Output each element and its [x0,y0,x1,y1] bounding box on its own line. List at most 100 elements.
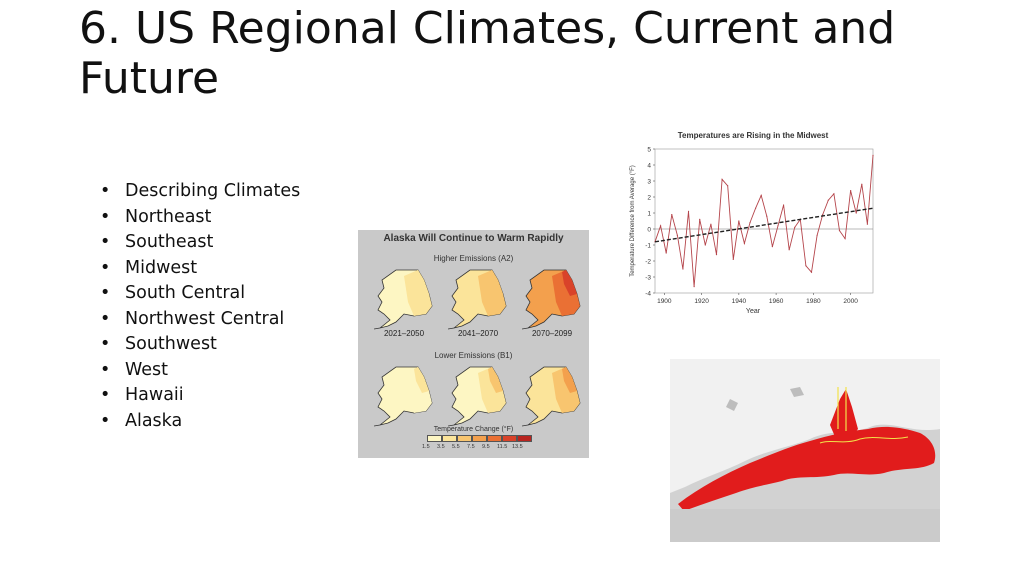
lower-emissions-label: Lower Emissions (B1) [434,351,513,360]
trend-line [654,207,874,243]
inland-markings [726,387,804,411]
topic-label: Northeast [125,206,212,227]
data-point [749,222,751,224]
data-point [682,268,684,270]
legend-swatch [442,435,457,442]
x-tick-label: 2000 [843,298,858,305]
x-tick-label: 1920 [694,298,709,305]
alaska-map [448,269,507,330]
topic-label: Southwest [125,334,217,354]
topic-item: • South Central [100,281,300,307]
temperature-series-line [654,155,874,287]
data-point [704,244,706,246]
higher-emissions-label: Higher Emissions (A2) [433,254,514,263]
topic-item: • Midwest [100,256,300,282]
data-point [872,154,874,156]
bullet-dot-icon: • [100,181,111,201]
legend-tick-label: 3.5 [437,444,445,450]
data-point [699,218,701,220]
data-point [805,265,807,267]
bullet-dot-icon: • [100,232,111,252]
topic-label: Alaska [125,410,183,431]
alaska-map [522,366,581,427]
topic-label: West [125,359,169,380]
data-point [833,193,835,195]
y-tick-label: 4 [647,163,651,170]
x-axis-label: Year [746,308,761,315]
legend-swatch [427,435,442,442]
topic-item: • Northeast [100,205,300,231]
data-point [755,207,757,209]
data-point [715,254,718,256]
bullet-dot-icon: • [100,410,111,431]
topic-item: • Southwest [100,332,300,358]
x-tick-label: 1940 [732,298,747,305]
data-point [732,258,734,260]
alaska-figure-title: Alaska Will Continue to Warm Rapidly [383,233,564,244]
data-point [782,204,785,206]
chart-title: Temperatures are Rising in the Midwest [678,131,829,140]
legend-tick-label: 5.5 [452,444,460,450]
topic-label: Southeast [125,232,214,252]
topic-list: • Describing Climates • Northeast • Southeast… [100,179,300,434]
topic-item: • Alaska [100,409,300,435]
legend-swatch [472,435,487,442]
topic-item: • Describing Climates [100,179,300,205]
data-point [693,286,695,288]
bullet-dot-icon: • [100,359,111,380]
gulf-coast-land-loss-map [670,359,940,542]
data-point [671,214,673,216]
x-tick-label: 1960 [769,298,784,305]
period-label: 2021–2050 [383,329,425,338]
data-point [794,226,796,228]
bullet-dot-icon: • [100,283,111,303]
data-point [665,252,667,254]
data-point [810,271,813,273]
data-point [855,212,857,214]
data-point [844,238,846,240]
legend-swatch [487,435,502,442]
legend-title: Temperature Change (°F) [433,426,514,433]
y-tick-label: -4 [645,291,651,298]
data-point [766,215,768,217]
legend-tick-label: 7.5 [467,444,475,450]
data-point [816,234,818,236]
data-point [822,214,824,216]
y-tick-label: -2 [645,259,651,266]
y-tick-label: 5 [647,147,651,154]
legend-tick-label: 13.5 [512,444,523,450]
y-axis-label: Temperature Difference from Average (°F) [630,165,636,277]
plot-frame [654,148,874,294]
data-point [788,249,790,251]
y-tick-label: -3 [645,275,651,282]
bullet-dot-icon: • [100,334,111,354]
data-point [743,242,746,244]
data-point [850,190,852,192]
y-tick-label: 3 [647,179,651,186]
data-point [777,225,779,227]
highlight-river [819,436,909,444]
midwest-temperature-chart: Temperatures are Rising in the Midwest -4… [625,125,881,321]
bullet-dot-icon: • [100,308,111,329]
x-tick-label: 1900 [657,298,672,305]
land-loss-area [678,426,936,511]
highlight-lines [837,387,847,431]
alaska-map [448,366,507,427]
bullet-dot-icon: • [100,206,111,227]
data-point [861,183,863,185]
topic-item: • West [100,358,300,384]
bullet-dot-icon: • [100,257,111,278]
legend-swatch [502,435,517,442]
period-label: 2041–2070 [457,329,499,338]
land-area [670,359,940,493]
data-point [838,230,841,232]
topic-label: Hawaii [125,385,184,405]
topic-label: Midwest [125,257,198,278]
data-point [687,210,690,212]
land-loss-area-2 [830,389,858,443]
data-point [827,199,829,201]
y-tick-label: 1 [647,211,651,218]
legend-tick-label: 9.5 [482,444,490,450]
topic-item: • Hawaii [100,383,300,409]
y-tick-label: -1 [645,243,651,250]
